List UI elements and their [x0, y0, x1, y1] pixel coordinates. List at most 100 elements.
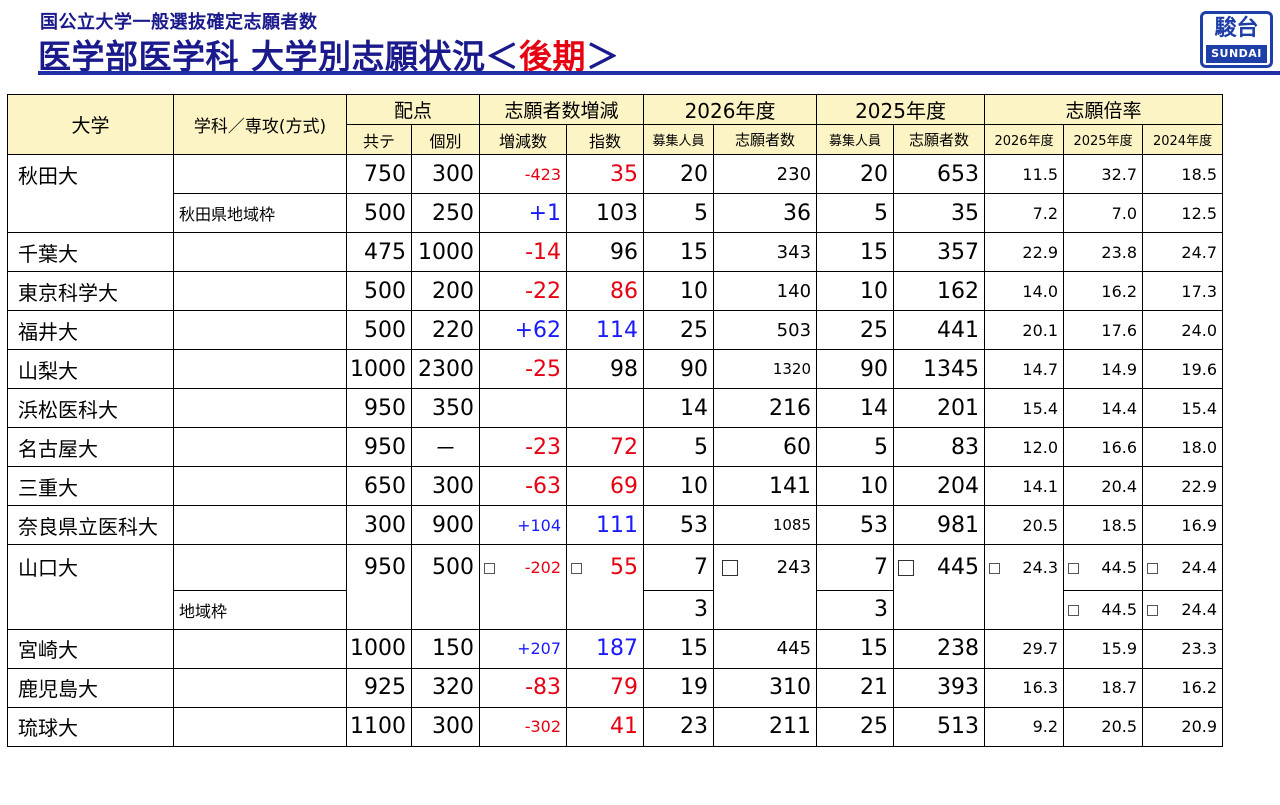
cell-zogen: -23	[479, 427, 568, 467]
cell-shisu: 55	[566, 544, 645, 590]
cell-shigan25: 981	[893, 505, 986, 545]
cell-dept	[173, 271, 347, 311]
cell-kyote: 925	[346, 667, 412, 708]
cell-univ: 琉球大	[7, 706, 174, 747]
title-accent: 後期	[519, 37, 586, 76]
cell-kobetsu: 200	[410, 271, 481, 311]
cell-dept: 地域枠	[173, 589, 347, 630]
cell-shigan26: 310	[713, 667, 818, 708]
cell-b25: 23.8	[1063, 232, 1144, 272]
cell-zogen: -14	[479, 232, 568, 272]
cell-kobetsu: 300	[410, 154, 481, 194]
cell-boshu25: 20	[816, 154, 895, 194]
cell-boshu25: 25	[816, 706, 895, 747]
cell-dept	[173, 310, 347, 350]
header-bairitsu: 志願倍率	[984, 94, 1224, 125]
cell-zogen: -302	[479, 706, 568, 747]
cell-kyote: 500	[346, 193, 412, 233]
header-shigansha-2026: 志願者数	[713, 124, 818, 155]
cell-kyote: 750	[346, 154, 412, 194]
table-row: 奈良県立医科大 300 900 +104 111 53 1085 53 981 20.5 18.5 1…	[7, 505, 1224, 545]
cell-univ: 浜松医科大	[7, 388, 174, 428]
cell-kyote: 1000	[346, 349, 412, 389]
table-row: 浜松医科大 950 350 14 216 14 201 15.4 14.4 15.4	[7, 388, 1224, 428]
cell-boshu25: 10	[816, 271, 895, 311]
cell-dept	[173, 388, 347, 428]
cell-kyote: 950	[346, 427, 412, 467]
cell-zogen: +104	[479, 505, 568, 545]
table-row: 琉球大 1100 300 -302 41 23 211 25 513 9.2 20.5 20.9	[7, 706, 1224, 747]
cell-boshu25: 3	[816, 589, 895, 630]
header-b2025: 2025年度	[1063, 124, 1144, 155]
cell-shigan25: 238	[893, 628, 986, 669]
checkbox-icon	[898, 560, 915, 576]
cell-shigan26: 1320	[713, 349, 818, 389]
cell-shisu	[566, 388, 645, 428]
cell-kyote: 475	[346, 232, 412, 272]
cell-shigan25: 204	[893, 466, 986, 506]
cell-kobetsu: 320	[410, 667, 481, 708]
cell-kobetsu: 250	[410, 193, 481, 233]
cell-kyote: 950	[346, 544, 412, 590]
cell-b26: 20.5	[984, 505, 1065, 545]
cell-b24: 16.9	[1142, 505, 1224, 545]
cell-b24: 17.3	[1142, 271, 1224, 311]
cell-shigan26: 343	[713, 232, 818, 272]
cell-boshu26: 3	[643, 589, 715, 630]
cell-kyote: 950	[346, 388, 412, 428]
cell-univ: 奈良県立医科大	[7, 505, 174, 545]
sundai-logo: 駿台 SUNDAI	[1200, 11, 1273, 68]
cell-boshu26: 20	[643, 154, 715, 194]
cell-b25: 18.5	[1063, 505, 1144, 545]
cell-b24: 18.0	[1142, 427, 1224, 467]
cell-zogen: +1	[479, 193, 568, 233]
header-kobetsu: 個別	[410, 124, 481, 155]
cell-boshu25: 25	[816, 310, 895, 350]
cell-zogen: -25	[479, 349, 568, 389]
cell-shigan26: 243	[713, 544, 818, 590]
header-haiten: 配点	[345, 94, 481, 125]
cell-b24: 23.3	[1142, 628, 1224, 669]
cell-dept	[173, 349, 347, 389]
checkbox-icon	[1147, 562, 1159, 574]
cell-boshu26: 15	[643, 628, 715, 669]
application-table: 大学 学科／専攻(方式) 配点 志願者数増減 2026年度 2025年度 志願倍…	[7, 94, 1224, 747]
cell-b26: 22.9	[984, 232, 1065, 272]
cell-b24: 18.5	[1142, 154, 1224, 194]
cell-shisu: 111	[566, 505, 645, 545]
cell-b24: 24.7	[1142, 232, 1224, 272]
header-2026: 2026年度	[643, 94, 818, 125]
cell-shigan25: 83	[893, 427, 986, 467]
cell-univ: 鹿児島大	[7, 667, 174, 708]
yamaguchi-rows: 山口大 950 500 -202 55 7 243 7 445 24.3 44.…	[7, 544, 1224, 630]
header-zogen: 増減数	[479, 124, 568, 155]
cell-zogen: -63	[479, 466, 568, 506]
cell-univ	[7, 193, 174, 233]
cell-shigan26: 36	[713, 193, 818, 233]
cell-boshu25: 10	[816, 466, 895, 506]
cell-univ	[7, 590, 174, 630]
header-boshu-2026: 募集人員	[643, 124, 715, 155]
cell-shigan26: 140	[713, 271, 818, 311]
cell-shigan25: 357	[893, 232, 986, 272]
cell-dept	[173, 505, 347, 545]
cell-shisu: 79	[566, 667, 645, 708]
header-b2024: 2024年度	[1142, 124, 1224, 155]
cell-kyote: 1000	[346, 628, 412, 669]
table-row: 山梨大 1000 2300 -25 98 90 1320 90 1345 14.7 14.9 19.6	[7, 349, 1224, 389]
cell-shigan26: 211	[713, 706, 818, 747]
cell-b25: 44.5	[1063, 589, 1144, 630]
cell-kobetsu: 150	[410, 628, 481, 669]
cell-zogen	[479, 590, 568, 630]
cell-b25: 14.9	[1063, 349, 1144, 389]
cell-boshu26: 19	[643, 667, 715, 708]
cell-b25: 20.4	[1063, 466, 1144, 506]
cell-boshu26: 23	[643, 706, 715, 747]
cell-zogen: -83	[479, 667, 568, 708]
logo-latin: SUNDAI	[1206, 45, 1267, 63]
cell-univ: 東京科学大	[7, 271, 174, 311]
cell-shisu: 114	[566, 310, 645, 350]
cell-zogen: -22	[479, 271, 568, 311]
header-shigansha-2025: 志願者数	[893, 124, 986, 155]
table-row: 宮崎大 1000 150 +207 187 15 445 15 238 29.7 15.9 23.3	[7, 628, 1224, 669]
